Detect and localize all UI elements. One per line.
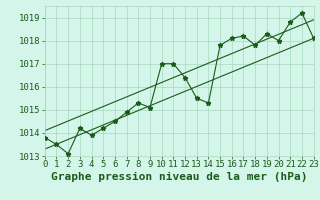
X-axis label: Graphe pression niveau de la mer (hPa): Graphe pression niveau de la mer (hPa) bbox=[51, 172, 308, 182]
